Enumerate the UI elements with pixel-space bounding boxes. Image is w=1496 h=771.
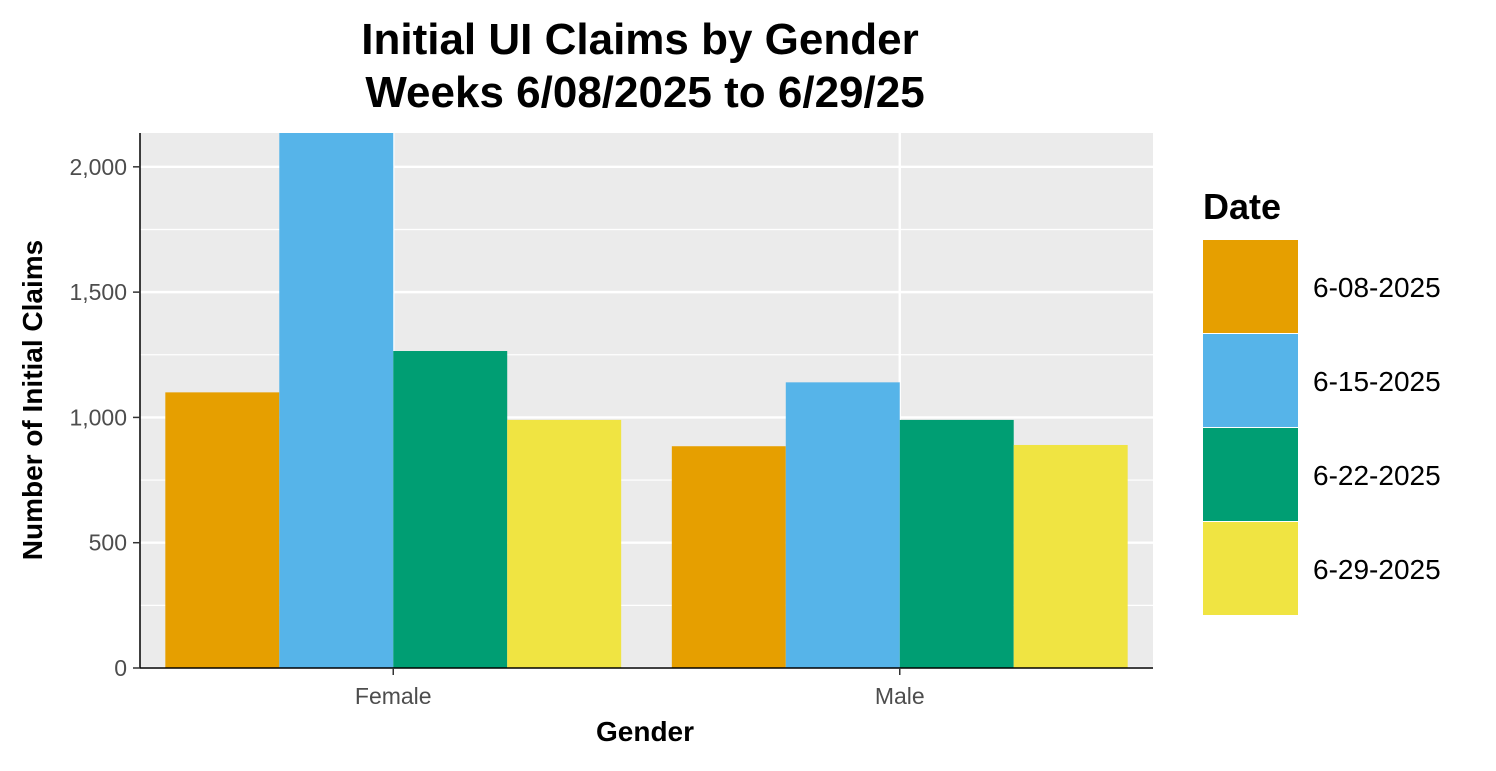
x-ticks-group: Female Male: [355, 668, 925, 709]
legend-key: [1203, 522, 1298, 615]
legend-label: 6-15-2025: [1313, 366, 1441, 397]
x-tick-label: Female: [355, 683, 432, 709]
axes-group: [139, 133, 1153, 669]
y-tick-label: 500: [89, 530, 127, 556]
chart-subtitle: Weeks 6/08/2025 to 6/29/25: [365, 68, 924, 117]
y-tick-label: 1,000: [69, 404, 127, 430]
x-axis-title: Gender: [596, 716, 694, 747]
bar-female-6-15-2025: [279, 133, 394, 668]
legend-key: [1203, 428, 1298, 521]
bars-group: [165, 133, 1128, 668]
y-ticks-group: 0 500 1,000 1,500 2,000: [69, 154, 140, 681]
y-axis-title: Number of Initial Claims: [17, 240, 48, 561]
legend-title: Date: [1203, 186, 1281, 227]
y-tick-label: 1,500: [69, 279, 127, 305]
y-tick-label: 2,000: [69, 154, 127, 180]
legend-key: [1203, 334, 1298, 427]
legend-key: [1203, 240, 1298, 333]
x-tick-label: Male: [875, 683, 925, 709]
bar-female-6-08-2025: [165, 392, 280, 668]
bar-male-6-22-2025: [899, 419, 1014, 668]
bar-female-6-22-2025: [393, 351, 508, 668]
legend-label: 6-29-2025: [1313, 554, 1441, 585]
legend-label: 6-08-2025: [1313, 272, 1441, 303]
bar-male-6-08-2025: [671, 446, 786, 668]
bar-female-6-29-2025: [507, 419, 622, 668]
chart-title: Initial UI Claims by Gender: [361, 15, 918, 64]
y-tick-label: 0: [114, 655, 127, 681]
legend: Date 6-08-2025 6-15-2025 6-22-2025 6-29-202…: [1203, 186, 1441, 615]
bar-male-6-29-2025: [1013, 444, 1128, 668]
bar-male-6-15-2025: [785, 382, 900, 668]
legend-label: 6-22-2025: [1313, 460, 1441, 491]
